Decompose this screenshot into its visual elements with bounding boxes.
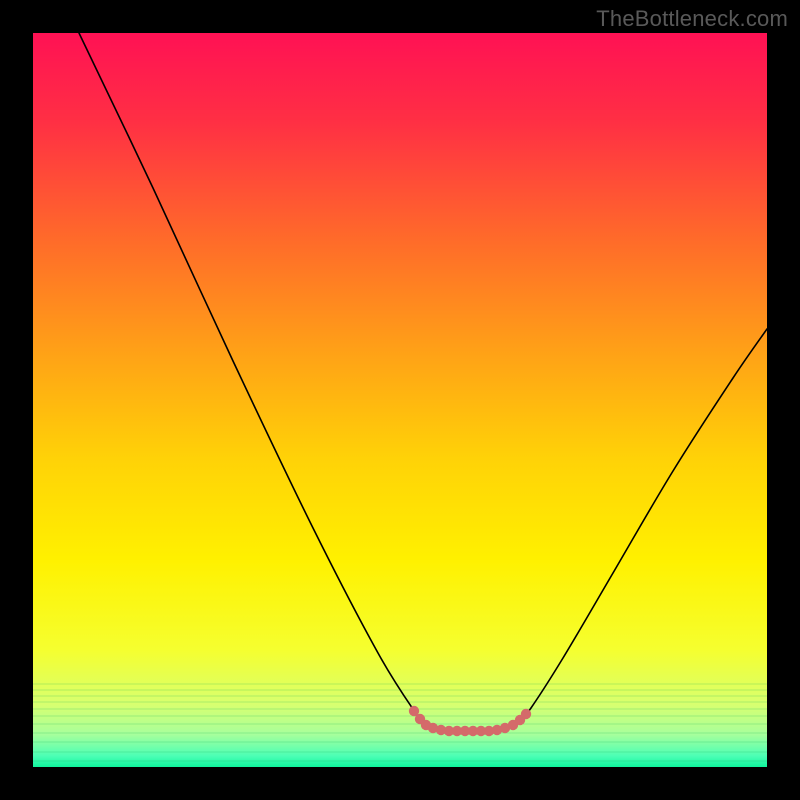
chart-panel [33,33,767,767]
chart-container: TheBottleneck.com [0,0,800,800]
watermark-text: TheBottleneck.com [596,6,788,32]
chart-background [33,33,767,767]
contour-band [33,683,767,767]
chart-svg [33,33,767,767]
highlight-dot [521,709,531,719]
